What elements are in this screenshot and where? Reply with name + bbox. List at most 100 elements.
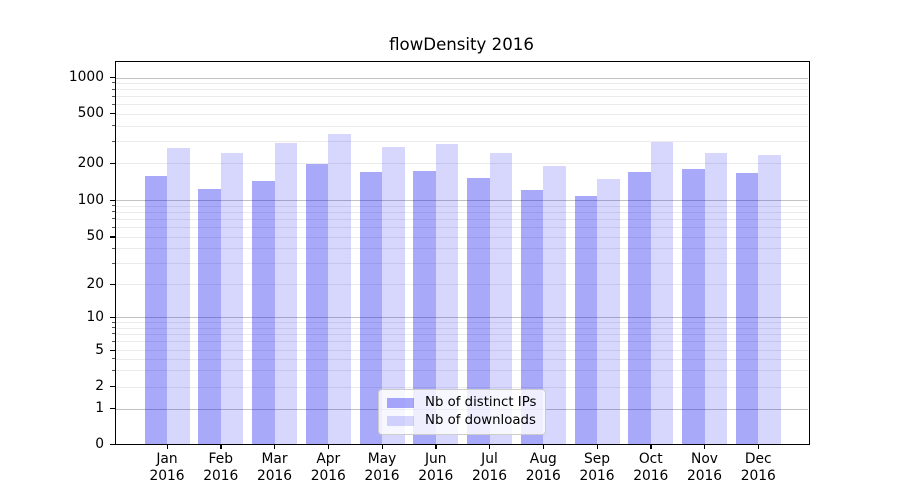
bar-distinct-ips-jun xyxy=(413,170,436,445)
bar-distinct-ips-jan xyxy=(144,176,167,445)
gridline-minor-500 xyxy=(115,113,808,115)
gridline-minor-40 xyxy=(115,248,808,250)
x-tick-year: 2016 xyxy=(686,467,723,484)
bar-downloads-jun xyxy=(435,144,459,445)
bar-downloads-jul xyxy=(489,153,512,445)
y-tick-500 xyxy=(110,113,115,115)
x-tick-jan xyxy=(166,444,168,449)
x-tick-year: 2016 xyxy=(149,467,185,484)
x-tick-sep xyxy=(596,444,598,449)
x-tick-apr xyxy=(327,444,330,449)
bar-distinct-ips-aug xyxy=(520,189,544,445)
y-minortick-600 xyxy=(112,103,115,105)
gridline-minor-900 xyxy=(115,82,808,84)
bar-downloads-aug xyxy=(543,166,566,445)
gridline-minor-4 xyxy=(115,358,808,360)
x-tick-month: Sep xyxy=(583,451,610,467)
y-tick-label-1000: 1000 xyxy=(68,69,104,85)
bar-downloads-mar xyxy=(274,143,297,445)
x-tick-label-feb: Feb 2016 xyxy=(191,451,251,484)
x-tick-label-aug: Aug 2016 xyxy=(513,451,573,484)
bar-distinct-ips-jul xyxy=(467,177,490,445)
y-minortick-400 xyxy=(112,125,115,127)
y-tick-1000 xyxy=(110,77,115,79)
legend-label-0: Nb of distinct IPs xyxy=(425,395,537,410)
x-tick-month: Oct xyxy=(638,451,663,467)
y-tick-1 xyxy=(110,408,115,410)
x-tick-month: Feb xyxy=(208,451,233,467)
y-minortick-6 xyxy=(112,340,115,342)
gridline-minor-8 xyxy=(115,327,808,329)
x-tick-label-apr: Apr 2016 xyxy=(298,451,358,484)
x-tick-year: 2016 xyxy=(633,467,669,484)
gridline-minor-300 xyxy=(115,141,808,143)
bar-downloads-nov xyxy=(704,152,727,445)
y-tick-50 xyxy=(110,236,115,238)
y-minortick-9 xyxy=(112,321,115,323)
x-tick-month: Nov xyxy=(691,451,718,467)
gridline-minor-5 xyxy=(115,350,808,351)
y-tick-label-50: 50 xyxy=(86,228,104,245)
bar-distinct-ips-oct xyxy=(628,172,651,445)
y-minortick-700 xyxy=(112,95,115,97)
bar-downloads-jan xyxy=(167,148,190,445)
x-tick-month: May xyxy=(367,451,397,467)
y-tick-100 xyxy=(110,199,115,201)
x-tick-year: 2016 xyxy=(471,467,508,484)
gridline-minor-800 xyxy=(115,89,808,91)
gridline-minor-3 xyxy=(115,370,808,372)
chart-title: flowDensity 2016 xyxy=(389,35,534,54)
x-tick-label-mar: Mar 2016 xyxy=(245,451,305,484)
gridline-minor-2 xyxy=(115,386,808,388)
gridline-minor-700 xyxy=(115,96,808,98)
gridline-minor-50 xyxy=(115,236,808,238)
plot-area xyxy=(114,60,810,445)
bar-distinct-ips-may xyxy=(359,171,382,445)
bar-distinct-ips-dec xyxy=(735,173,759,445)
x-tick-month: Jun xyxy=(424,451,447,467)
gridline-minor-80 xyxy=(115,211,808,213)
x-tick-nov xyxy=(704,444,706,449)
y-tick-5 xyxy=(110,349,115,351)
gridline-minor-9 xyxy=(115,322,808,324)
bar-downloads-oct xyxy=(650,141,674,445)
x-tick-month: Dec xyxy=(744,451,772,467)
gridline-minor-90 xyxy=(115,205,808,207)
x-tick-month: Jan xyxy=(156,451,178,467)
legend-label-1: Nb of downloads xyxy=(425,413,536,428)
x-tick-year: 2016 xyxy=(256,467,293,484)
gridline-major-1000 xyxy=(115,77,808,79)
y-minortick-8 xyxy=(112,327,115,329)
bar-distinct-ips-mar xyxy=(252,180,275,445)
x-tick-mar xyxy=(274,444,276,449)
x-tick-may xyxy=(381,444,383,449)
gridline-minor-60 xyxy=(115,227,808,229)
y-minortick-800 xyxy=(112,88,115,90)
x-tick-year: 2016 xyxy=(579,467,615,484)
bar-distinct-ips-nov xyxy=(682,168,705,445)
y-minortick-3 xyxy=(112,369,115,371)
gridline-major-10 xyxy=(115,317,808,318)
gridline-minor-400 xyxy=(115,125,808,127)
y-minortick-7 xyxy=(112,333,115,335)
x-tick-feb xyxy=(220,444,222,449)
x-tick-label-jun: Jun 2016 xyxy=(406,451,466,484)
legend-row-1: Nb of downloads xyxy=(387,413,536,428)
y-minortick-4 xyxy=(112,358,115,360)
bar-distinct-ips-apr xyxy=(305,164,329,445)
y-tick-10 xyxy=(110,316,115,318)
y-tick-0 xyxy=(110,444,115,446)
y-tick-label-200: 200 xyxy=(77,154,104,171)
y-tick-200 xyxy=(110,162,115,165)
legend-swatch-0 xyxy=(387,397,414,408)
y-tick-2 xyxy=(110,386,115,388)
gridline-minor-30 xyxy=(115,263,808,265)
x-tick-jun xyxy=(435,444,437,449)
gridline-minor-200 xyxy=(115,163,808,165)
x-tick-year: 2016 xyxy=(740,467,776,484)
x-tick-label-nov: Nov 2016 xyxy=(675,451,735,484)
x-tick-label-dec: Dec 2016 xyxy=(728,451,788,484)
x-tick-year: 2016 xyxy=(418,467,454,484)
y-tick-label-5: 5 xyxy=(95,341,104,358)
x-tick-jul xyxy=(489,444,491,449)
